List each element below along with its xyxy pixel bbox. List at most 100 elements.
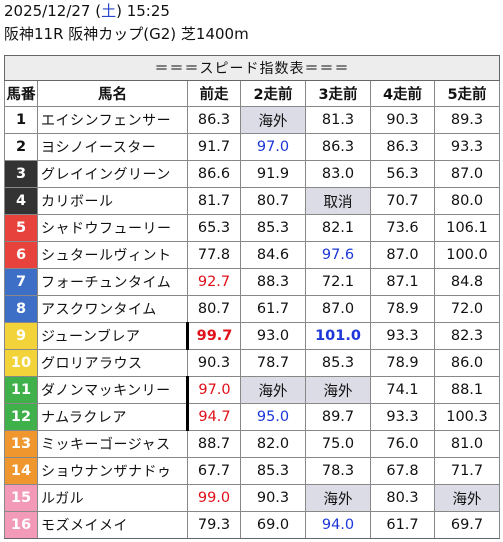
horse-name: ルガル bbox=[37, 484, 188, 512]
speed-index-cell: 82.1 bbox=[305, 214, 371, 242]
speed-index-cell: 83.0 bbox=[305, 160, 371, 188]
speed-index-cell: 86.3 bbox=[187, 106, 241, 134]
speed-index-cell: 85.3 bbox=[240, 457, 306, 485]
table-row: 12 ナムラクレア 94.7 95.0 89.7 93.3 100.3 bbox=[4, 403, 500, 431]
table-row: 2 ヨシノイースター 91.7 97.0 86.3 86.3 93.3 bbox=[4, 133, 500, 161]
speed-index-cell: 88.1 bbox=[434, 376, 500, 404]
speed-index-cell: 91.7 bbox=[187, 133, 241, 161]
horse-number: 7 bbox=[4, 268, 38, 296]
horse-number: 8 bbox=[4, 295, 38, 323]
speed-index-cell: 88.3 bbox=[240, 268, 306, 296]
speed-index-cell: 70.7 bbox=[370, 187, 435, 215]
speed-index-cell: 89.7 bbox=[305, 403, 371, 431]
speed-index-cell: 91.9 bbox=[240, 160, 306, 188]
speed-index-cell: 88.7 bbox=[187, 430, 241, 458]
speed-index-cell: 80.3 bbox=[370, 484, 435, 512]
speed-index-cell: 81.0 bbox=[434, 430, 500, 458]
speed-index-cell: 56.3 bbox=[370, 160, 435, 188]
date-line: 2025/12/27 (土) 15:25 bbox=[4, 0, 499, 23]
horse-number: 12 bbox=[4, 403, 38, 431]
speed-index-cell: 90.3 bbox=[187, 349, 241, 377]
speed-index-cell: 78.3 bbox=[305, 457, 371, 485]
speed-index-cell: 82.3 bbox=[434, 322, 500, 350]
speed-index-cell: 73.6 bbox=[370, 214, 435, 242]
table-row: 8 アスクワンタイム 80.7 61.7 87.0 78.9 72.0 bbox=[4, 295, 500, 323]
horse-number: 6 bbox=[4, 241, 38, 269]
speed-index-cell: 80.7 bbox=[240, 187, 306, 215]
speed-index-cell: 89.3 bbox=[434, 106, 500, 134]
col-header-name: 馬名 bbox=[37, 80, 188, 107]
col-header-2back: 2走前 bbox=[240, 80, 306, 107]
speed-index-cell: 84.8 bbox=[434, 268, 500, 296]
speed-index-cell: 85.3 bbox=[305, 349, 371, 377]
speed-index-cell: 海外 bbox=[434, 484, 500, 512]
horse-number: 1 bbox=[4, 106, 38, 134]
date-suffix: ) 15:25 bbox=[116, 2, 170, 20]
speed-index-cell: 90.3 bbox=[370, 106, 435, 134]
speed-index-cell: 93.0 bbox=[240, 322, 306, 350]
table-row: 11 ダノンマッキンリー 97.0 海外 海外 74.1 88.1 bbox=[4, 376, 500, 404]
table-row: 15 ルガル 99.0 90.3 海外 80.3 海外 bbox=[4, 484, 500, 512]
table-row: 10 グロリアラウス 90.3 78.7 85.3 78.9 86.0 bbox=[4, 349, 500, 377]
speed-index-cell: 72.0 bbox=[434, 295, 500, 323]
speed-index-cell: 72.1 bbox=[305, 268, 371, 296]
speed-index-cell: 取消 bbox=[305, 187, 371, 215]
speed-index-cell: 93.3 bbox=[370, 322, 435, 350]
speed-index-cell: 80.7 bbox=[187, 295, 241, 323]
speed-index-cell: 76.0 bbox=[370, 430, 435, 458]
table-row: 5 シャドウフューリー 65.3 85.3 82.1 73.6 106.1 bbox=[4, 214, 500, 242]
speed-index-cell: 101.0 bbox=[305, 322, 371, 350]
speed-index-cell: 69.7 bbox=[434, 511, 500, 539]
speed-index-cell: 81.7 bbox=[187, 187, 241, 215]
horse-name: ミッキーゴージャス bbox=[37, 430, 188, 458]
speed-index-cell: 海外 bbox=[305, 376, 371, 404]
speed-index-cell: 67.7 bbox=[187, 457, 241, 485]
horse-number: 3 bbox=[4, 160, 38, 188]
speed-index-cell: 海外 bbox=[240, 376, 306, 404]
speed-index-cell: 97.0 bbox=[187, 376, 241, 404]
date-prefix: 2025/12/27 ( bbox=[4, 2, 102, 20]
speed-index-cell: 106.1 bbox=[434, 214, 500, 242]
table-row: 14 ショウナンザナドゥ 67.7 85.3 78.3 67.8 71.7 bbox=[4, 457, 500, 485]
horse-number: 2 bbox=[4, 133, 38, 161]
horse-name: グレイイングリーン bbox=[37, 160, 188, 188]
speed-index-cell: 75.0 bbox=[305, 430, 371, 458]
horse-name: シュタールヴィント bbox=[37, 241, 188, 269]
speed-index-cell: 81.3 bbox=[305, 106, 371, 134]
horse-name: モズメイメイ bbox=[37, 511, 188, 539]
table-title: ＝＝＝スピード指数表＝＝＝ bbox=[4, 55, 500, 81]
speed-index-cell: 79.3 bbox=[187, 511, 241, 539]
speed-index-cell: 87.0 bbox=[434, 160, 500, 188]
horse-number: 15 bbox=[4, 484, 38, 512]
horse-number: 5 bbox=[4, 214, 38, 242]
table-row: 7 フォーチュンタイム 92.7 88.3 72.1 87.1 84.8 bbox=[4, 268, 500, 296]
speed-index-cell: 97.6 bbox=[305, 241, 371, 269]
speed-index-cell: 90.3 bbox=[240, 484, 306, 512]
table-row: 16 モズメイメイ 79.3 69.0 94.0 61.7 69.7 bbox=[4, 511, 500, 539]
speed-index-cell: 61.7 bbox=[240, 295, 306, 323]
speed-index-cell: 87.0 bbox=[370, 241, 435, 269]
table-row: 13 ミッキーゴージャス 88.7 82.0 75.0 76.0 81.0 bbox=[4, 430, 500, 458]
horse-number: 16 bbox=[4, 511, 38, 539]
speed-index-cell: 84.6 bbox=[240, 241, 306, 269]
speed-index-cell: 100.0 bbox=[434, 241, 500, 269]
horse-number: 9 bbox=[4, 322, 38, 350]
horse-number: 13 bbox=[4, 430, 38, 458]
speed-index-cell: 80.0 bbox=[434, 187, 500, 215]
speed-index-cell: 85.3 bbox=[240, 214, 306, 242]
horse-name: カリボール bbox=[37, 187, 188, 215]
speed-index-cell: 67.8 bbox=[370, 457, 435, 485]
horse-name: フォーチュンタイム bbox=[37, 268, 188, 296]
horse-name: エイシンフェンサー bbox=[37, 106, 188, 134]
speed-index-cell: 97.0 bbox=[240, 133, 306, 161]
speed-index-cell: 78.7 bbox=[240, 349, 306, 377]
horse-name: ナムラクレア bbox=[37, 403, 189, 431]
col-header-5back: 5走前 bbox=[434, 80, 500, 107]
speed-index-cell: 95.0 bbox=[240, 403, 306, 431]
header-row: 馬番 馬名 前走 2走前 3走前 4走前 5走前 bbox=[4, 80, 500, 107]
table-row: 6 シュタールヴィント 77.8 84.6 97.6 87.0 100.0 bbox=[4, 241, 500, 269]
speed-index-cell: 71.7 bbox=[434, 457, 500, 485]
horse-number: 14 bbox=[4, 457, 38, 485]
speed-index-cell: 61.7 bbox=[370, 511, 435, 539]
table-row: 9 ジューンブレア 99.7 93.0 101.0 93.3 82.3 bbox=[4, 322, 500, 350]
